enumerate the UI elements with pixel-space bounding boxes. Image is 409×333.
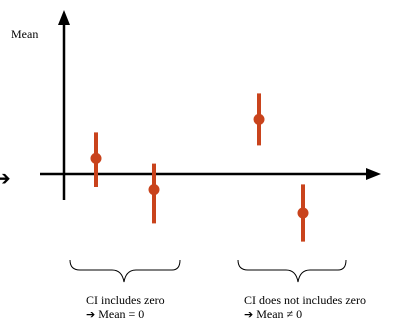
mean-point-1 xyxy=(90,152,102,164)
y-axis-arrowhead xyxy=(58,10,70,25)
right-arrow-icon: ➔ xyxy=(86,308,96,321)
mean-point-3 xyxy=(253,113,265,125)
right-arrow-icon: ➔ xyxy=(244,308,254,321)
y-axis-label: Mean xyxy=(11,27,38,41)
right-group-caption: CI does not includes zero ➔ Mean ≠ 0 xyxy=(244,293,366,322)
right-group-title: CI does not includes zero xyxy=(244,293,366,307)
left-group-caption: CI includes zero ➔ Mean = 0 xyxy=(86,293,165,322)
mean-point-2 xyxy=(148,184,160,196)
x-axis-arrowhead xyxy=(366,168,381,180)
right-group-brace xyxy=(237,259,347,283)
mean-point-4 xyxy=(297,207,309,219)
left-group-title: CI includes zero xyxy=(86,293,165,307)
right-group-conclusion: ➔ Mean ≠ 0 xyxy=(244,307,303,321)
left-group-brace xyxy=(69,259,181,283)
left-group-conclusion: ➔ Mean = 0 xyxy=(86,307,145,321)
ci-marks xyxy=(90,93,309,242)
left-edge-arrow-icon: ➔ xyxy=(0,166,11,190)
